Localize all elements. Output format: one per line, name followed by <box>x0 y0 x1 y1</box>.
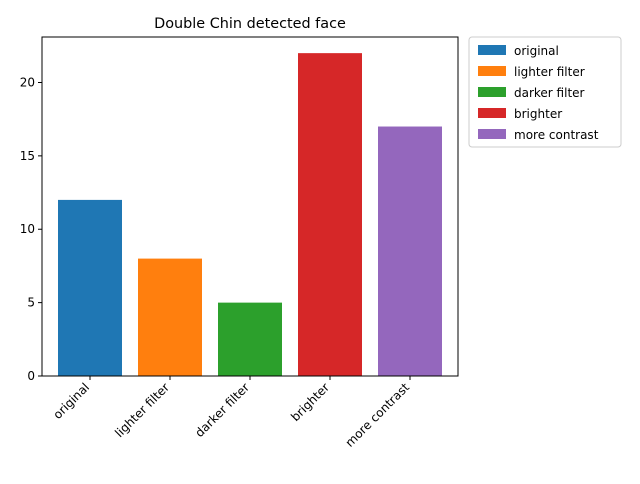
bar-brighter <box>298 53 362 377</box>
legend-swatch <box>478 66 506 76</box>
legend-label: original <box>514 44 559 58</box>
legend: original lighter filter darker filter brigh… <box>468 36 622 148</box>
plot-frame <box>41 36 459 377</box>
legend-swatch <box>478 129 506 139</box>
bar-original <box>58 199 122 376</box>
legend-swatch <box>478 45 506 55</box>
legend-label: brighter <box>514 107 562 121</box>
y-tick-label: 5 <box>27 296 35 310</box>
plot-bars <box>58 53 442 377</box>
legend-label: more contrast <box>514 128 599 142</box>
legend-swatch <box>478 87 506 97</box>
y-tick-label: 15 <box>20 149 35 163</box>
legend-label: lighter filter <box>514 65 585 79</box>
y-tick-label: 20 <box>20 75 35 89</box>
y-axis: 0 5 10 15 20 <box>20 75 42 383</box>
chart-title: Double Chin detected face <box>154 16 346 32</box>
bar-darker-filter <box>218 302 282 376</box>
bar-more-contrast <box>378 126 442 377</box>
legend-box <box>468 36 622 148</box>
legend-swatch <box>478 108 506 118</box>
y-tick-label: 10 <box>20 222 35 236</box>
bar-lighter-filter <box>138 258 202 376</box>
legend-label: darker filter <box>514 86 585 100</box>
y-tick-label: 0 <box>27 369 35 383</box>
